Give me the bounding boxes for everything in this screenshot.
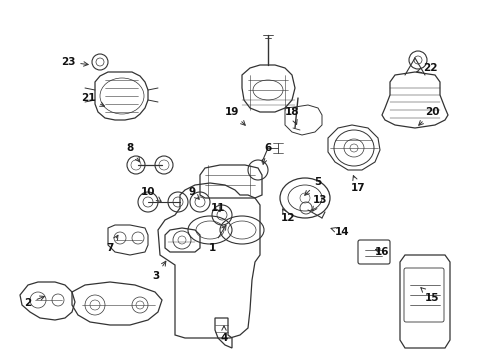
Text: 14: 14	[330, 227, 348, 237]
Text: 8: 8	[126, 143, 140, 162]
Text: 9: 9	[188, 187, 199, 199]
Text: 16: 16	[374, 247, 388, 257]
Text: 15: 15	[420, 288, 438, 303]
Text: 4: 4	[220, 326, 227, 343]
Text: 13: 13	[312, 195, 326, 211]
Text: 3: 3	[152, 261, 165, 281]
Text: 6: 6	[262, 143, 271, 164]
Text: 10: 10	[141, 187, 161, 201]
Text: 17: 17	[350, 176, 365, 193]
Text: 1: 1	[208, 225, 225, 253]
Text: 22: 22	[416, 63, 436, 73]
Text: 11: 11	[210, 203, 225, 213]
Text: 19: 19	[224, 107, 245, 125]
Text: 12: 12	[280, 209, 295, 223]
Text: 18: 18	[284, 107, 299, 125]
Text: 21: 21	[81, 93, 104, 106]
Text: 23: 23	[61, 57, 88, 67]
Text: 20: 20	[418, 107, 438, 125]
Text: 7: 7	[106, 235, 118, 253]
Text: 2: 2	[24, 296, 44, 308]
Text: 5: 5	[304, 177, 321, 195]
